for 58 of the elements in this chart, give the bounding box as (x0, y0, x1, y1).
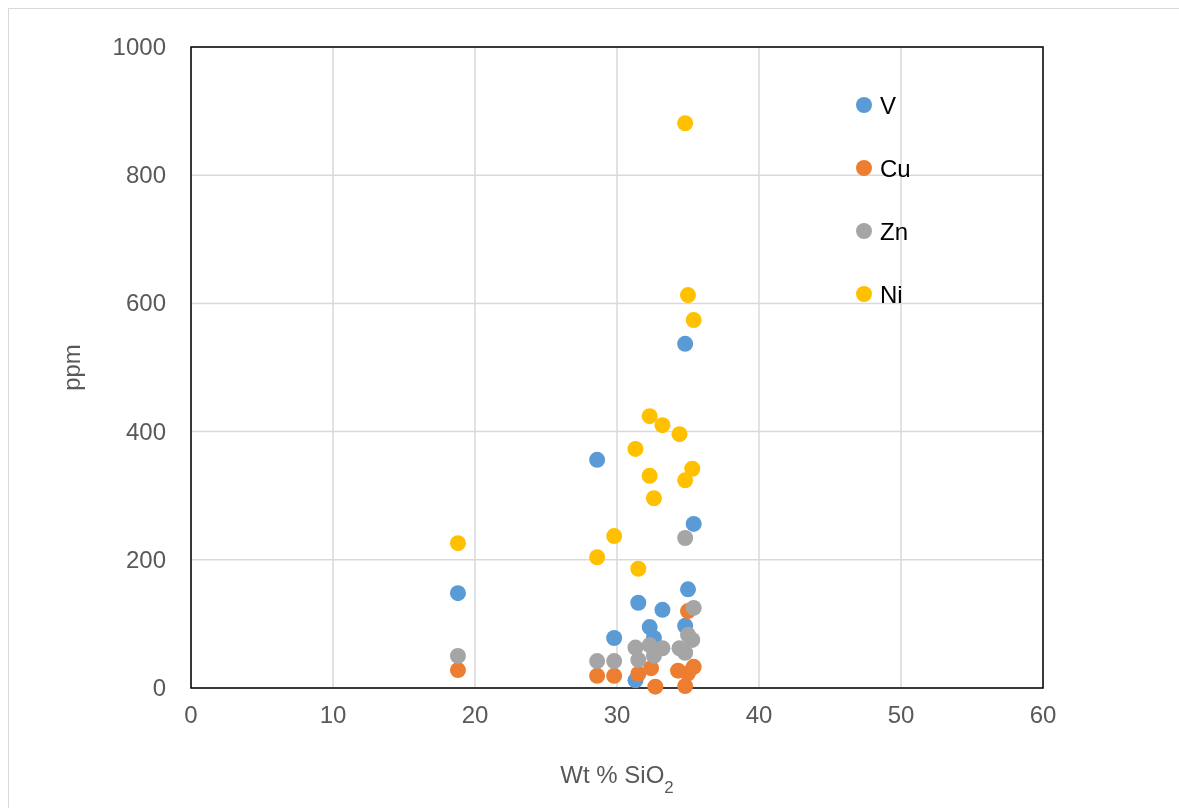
legend-label: V (880, 92, 897, 119)
point (627, 440, 644, 457)
point (677, 472, 694, 489)
point (606, 667, 623, 684)
point (630, 665, 647, 682)
point (449, 662, 466, 679)
point (677, 644, 694, 661)
point (654, 417, 671, 434)
y-tick-label: 1000 (112, 33, 166, 60)
point (685, 515, 702, 532)
point (589, 653, 606, 670)
point (449, 535, 466, 552)
y-tick-label: 400 (125, 417, 166, 445)
point (589, 549, 606, 566)
x-tick-label: 40 (745, 701, 773, 728)
point (684, 460, 701, 477)
point (647, 678, 664, 695)
point (630, 594, 647, 611)
point (680, 581, 696, 598)
point (680, 287, 696, 304)
point (677, 115, 694, 132)
point (685, 312, 702, 329)
legend-label: Zn (880, 218, 909, 245)
point (641, 408, 658, 425)
point (449, 647, 466, 664)
point (589, 667, 606, 684)
point (606, 528, 623, 545)
point (684, 631, 701, 648)
x-axis-title: Wt % SiO$_{2}$ (560, 761, 674, 797)
point (685, 658, 702, 675)
point (645, 490, 662, 507)
x-tick-label: 20 (461, 701, 489, 728)
x-tick-label: 30 (603, 701, 631, 728)
point (606, 630, 623, 646)
point (677, 678, 694, 695)
y-tick-label: 200 (125, 545, 166, 573)
point (685, 599, 702, 616)
x-tick-label: 0 (184, 701, 198, 728)
point (654, 601, 671, 618)
x-tick-label: 50 (887, 701, 915, 728)
point (589, 451, 606, 468)
point (677, 530, 694, 547)
point (630, 651, 647, 668)
y-tick-label: 600 (125, 289, 166, 317)
legend-label: Ni (880, 281, 903, 308)
point (630, 560, 647, 577)
y-tick-label: 800 (125, 161, 166, 189)
legend-label: Cu (880, 155, 911, 182)
x-tick-label: 60 (1029, 701, 1057, 728)
point (606, 653, 623, 670)
y-axis-title: ppm (58, 344, 85, 391)
x-tick-label: 10 (319, 701, 347, 728)
point (449, 585, 466, 602)
point (654, 640, 671, 657)
point (677, 335, 694, 352)
y-tick-label: 0 (152, 674, 166, 701)
point (641, 467, 658, 484)
point (671, 426, 688, 443)
